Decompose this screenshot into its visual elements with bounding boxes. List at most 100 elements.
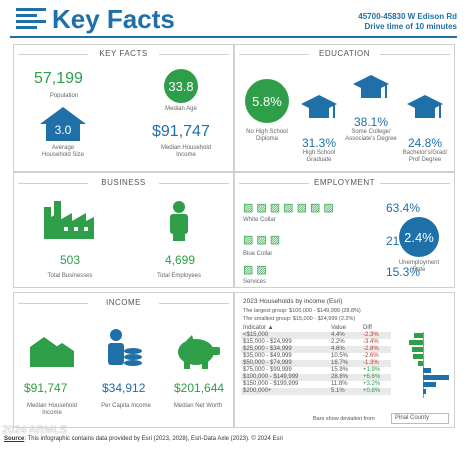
deviation-bar bbox=[417, 361, 423, 366]
row-value: 28.8% bbox=[329, 374, 361, 381]
bachelors-label: Bachelor's/Grad/ Prof Degree bbox=[402, 150, 448, 163]
address: 45700-45830 W Edison Rd bbox=[358, 12, 457, 21]
table-row: $100,000 - $149,999 28.8% +6.6% bbox=[241, 374, 391, 381]
row-indicator: $200,000+ bbox=[241, 388, 329, 395]
row-diff: +1.9% bbox=[363, 367, 381, 373]
deviation-bar bbox=[412, 354, 423, 359]
row-indicator: $50,000 - $74,999 bbox=[241, 360, 329, 367]
source-text: : This infographic contains data provide… bbox=[24, 436, 283, 442]
employee-icon bbox=[170, 201, 188, 241]
largest-group: The largest group: $100,000 - $149,999 (… bbox=[243, 308, 361, 314]
piggy-bank-icon bbox=[178, 335, 220, 369]
deviation-bar bbox=[423, 389, 427, 394]
row-value: 4.6% bbox=[329, 346, 361, 353]
blue-collar-label: Blue Collar bbox=[243, 251, 273, 257]
households-title: 2023 Households by income (Esri) bbox=[243, 298, 343, 305]
graduation-cap-icon bbox=[407, 95, 443, 118]
row-value: 10.5% bbox=[331, 353, 349, 359]
comparison-area-select[interactable]: Pinal County bbox=[391, 413, 449, 424]
deviation-bar bbox=[413, 333, 423, 338]
no-high-school-label: No High School Diploma bbox=[246, 129, 288, 142]
page-title: Key Facts bbox=[52, 4, 175, 34]
watermark: 2024 ARMLS bbox=[2, 424, 67, 436]
population-label: Population bbox=[49, 93, 79, 99]
location-header: 45700-45830 W Edison Rd Drive time of 10… bbox=[358, 12, 457, 32]
factory-icon bbox=[44, 201, 94, 239]
per-capita-value: $34,912 bbox=[102, 381, 146, 395]
person-coins-icon bbox=[108, 329, 142, 366]
unemployment-label: Unemployment Rate bbox=[398, 260, 440, 273]
row-diff: -2.3% bbox=[361, 332, 391, 339]
per-capita-label: Per Capita Income bbox=[101, 403, 151, 409]
median-age-badge: 33.8 bbox=[164, 69, 198, 103]
house-icon bbox=[40, 107, 86, 141]
table-row: $25,000 - $34,999 4.6% -2.8% bbox=[241, 346, 391, 353]
some-college-label: Some College/ Associate's Degree bbox=[345, 129, 397, 142]
high-school-value: 31.3% bbox=[301, 136, 337, 150]
row-value: 16.7% bbox=[329, 360, 361, 367]
some-college-value: 38.1% bbox=[353, 115, 389, 129]
row-diff: +0.8% bbox=[361, 388, 391, 395]
source-footer: Source: This infographic contains data p… bbox=[4, 436, 283, 442]
bars-caption: Bars show deviation from bbox=[313, 416, 375, 422]
total-businesses-label: Total Businesses bbox=[47, 273, 93, 279]
table-row: $75,000 - $99,999 15.9% +1.9% bbox=[241, 367, 391, 374]
employment-panel: EMPLOYMENT ▨▨▨▨▨▨▨ 63.4% White Collar ▨▨… bbox=[234, 172, 455, 288]
deviation-bar bbox=[411, 347, 423, 352]
employment-title: EMPLOYMENT bbox=[313, 178, 375, 187]
zero-line bbox=[423, 332, 424, 398]
row-diff: -2.6% bbox=[363, 353, 379, 359]
median-income-value: $91,747 bbox=[152, 123, 210, 140]
income-title: INCOME bbox=[106, 298, 141, 307]
services-icons: ▨▨ bbox=[243, 264, 270, 276]
total-employees-value: 4,699 bbox=[164, 253, 196, 267]
households-table: Indicator ▲ Value Diff <$15,000 4.4% -2.3%… bbox=[241, 325, 391, 395]
net-worth-value: $201,644 bbox=[174, 381, 225, 395]
row-indicator: $75,000 - $99,999 bbox=[243, 367, 292, 373]
row-diff: -1.3% bbox=[361, 360, 391, 367]
col-indicator[interactable]: Indicator ▲ bbox=[243, 325, 274, 331]
key-facts-title: KEY FACTS bbox=[99, 49, 148, 58]
services-label: Services bbox=[243, 279, 267, 285]
high-school-label: High School Graduate bbox=[302, 150, 336, 163]
deviation-bar bbox=[409, 340, 423, 345]
graduation-cap-icon bbox=[301, 95, 337, 118]
table-row: $200,000+ 5.1% +0.8% bbox=[241, 388, 391, 395]
bachelors-value: 24.8% bbox=[407, 136, 443, 150]
row-value: 5.1% bbox=[329, 388, 361, 395]
source-label: Source bbox=[4, 436, 25, 442]
white-collar-value: 63.4% bbox=[385, 201, 421, 215]
row-diff: +6.6% bbox=[361, 374, 391, 381]
no-high-school-badge: 5.8% bbox=[245, 79, 289, 123]
white-collar-label: White Collar bbox=[243, 217, 276, 223]
table-row: $15,000 - $24,999 2.2% -3.4% bbox=[241, 339, 391, 346]
smallest-group: The smallest group: $15,000 - $24,999 (2… bbox=[243, 316, 356, 322]
deviation-bar bbox=[423, 382, 436, 387]
deviation-bar bbox=[423, 368, 431, 373]
white-collar-icons: ▨▨▨▨▨▨▨ bbox=[243, 202, 337, 214]
business-title: BUSINESS bbox=[101, 178, 146, 187]
services-value: 15.3% bbox=[385, 265, 421, 279]
median-income-label: Median Household Income bbox=[160, 145, 212, 158]
household-size-value: 3.0 bbox=[54, 123, 72, 137]
row-indicator: $15,000 - $24,999 bbox=[243, 339, 292, 345]
deviation-bars bbox=[395, 332, 451, 400]
table-row: $50,000 - $74,999 16.7% -1.3% bbox=[241, 360, 391, 367]
col-diff[interactable]: Diff bbox=[363, 325, 372, 331]
table-row: $35,000 - $49,999 10.5% -2.6% bbox=[241, 353, 391, 360]
key-facts-panel: KEY FACTS 57,199 Population 33.8 Median … bbox=[13, 44, 234, 172]
infographic-list-icon bbox=[16, 8, 46, 32]
row-value: 2.2% bbox=[331, 339, 345, 345]
education-title: EDUCATION bbox=[318, 49, 371, 58]
row-diff: +3.2% bbox=[363, 381, 381, 387]
income-panel: INCOME $91,747 Median Household Income $… bbox=[13, 292, 234, 428]
business-panel: BUSINESS 503 Total Businesses 4,699 Tota… bbox=[13, 172, 234, 288]
blue-collar-icons: ▨▨▨ bbox=[243, 234, 284, 246]
header-rule bbox=[10, 36, 457, 38]
household-size-label: Average Household Size bbox=[41, 145, 85, 158]
net-worth-label: Median Net Worth bbox=[173, 403, 223, 409]
total-businesses-value: 503 bbox=[59, 253, 81, 267]
row-diff: -3.4% bbox=[363, 339, 379, 345]
unemployment-value: 2.4% bbox=[404, 229, 434, 245]
col-value[interactable]: Value bbox=[331, 325, 346, 331]
